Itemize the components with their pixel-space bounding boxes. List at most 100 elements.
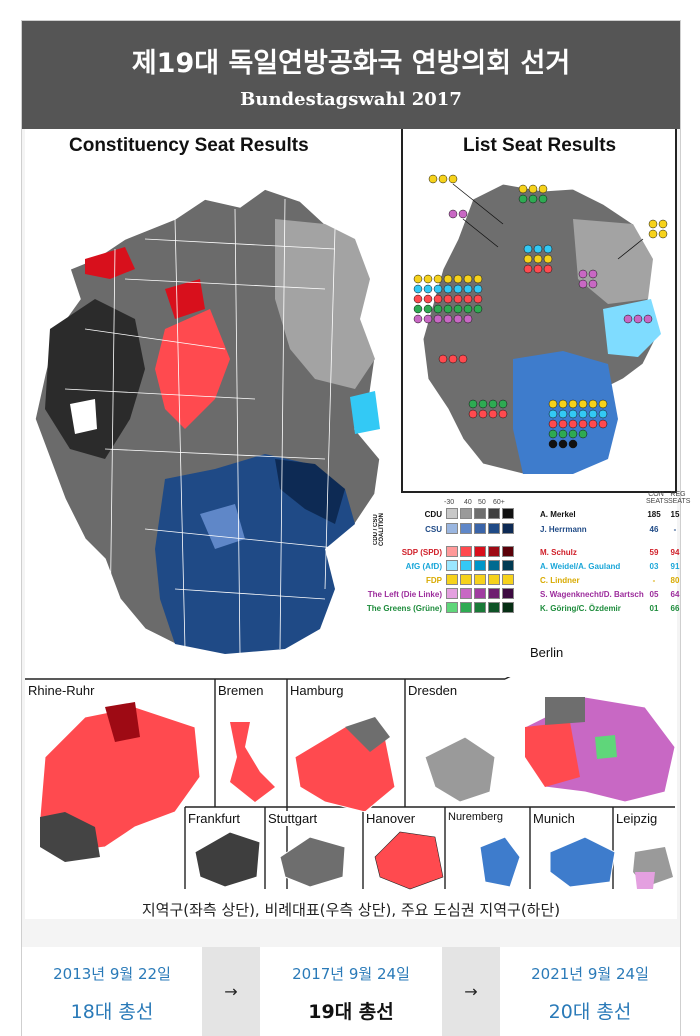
current-election-date[interactable]: 2017년 9월 24일 bbox=[292, 965, 410, 983]
legend-swatch bbox=[488, 508, 500, 519]
legend-swatch bbox=[474, 523, 486, 534]
city-label-bremen: Bremen bbox=[216, 683, 266, 698]
hanover-map bbox=[374, 831, 444, 890]
seat-dots bbox=[413, 174, 668, 449]
city-dividers bbox=[25, 677, 675, 889]
legend-swatch bbox=[446, 574, 458, 585]
legend-row: FDP C. Lindner - 80 bbox=[370, 573, 680, 587]
arrow-icon: → bbox=[442, 947, 500, 1036]
west-dark-region bbox=[45, 299, 145, 459]
title-german: Bundestagswahl 2017 bbox=[240, 89, 462, 110]
map-caption: 지역구(좌측 상단), 비례대표(우측 상단), 주요 도심권 지역구(하단) bbox=[141, 901, 561, 919]
rhine-ruhr-dark bbox=[40, 812, 100, 862]
legend-leader: A. Merkel bbox=[540, 510, 576, 519]
legend-swatch bbox=[488, 523, 500, 534]
legend-col-reg: REG SEATS bbox=[668, 491, 691, 505]
legend-row: CSU J. Herrmann 46 - bbox=[370, 522, 680, 536]
next-election-date[interactable]: 2021년 9월 24일 bbox=[531, 965, 649, 983]
next-election-link[interactable]: 20대 총선 bbox=[548, 1001, 632, 1023]
legend-party-name: The Left (Die Linke) bbox=[367, 590, 442, 599]
legend-swatch bbox=[446, 602, 458, 613]
leader-lines bbox=[452, 183, 644, 260]
legend-leader: S. Wagenknecht/D. Bartsch bbox=[540, 590, 644, 599]
city-label-stuttgart: Stuttgart bbox=[266, 811, 320, 826]
legend-leader: J. Herrmann bbox=[540, 525, 587, 534]
legend-swatch bbox=[446, 508, 458, 519]
legend-reg-seats: 94 bbox=[670, 548, 680, 557]
legend-swatch bbox=[502, 574, 514, 585]
city-label-dresden: Dresden bbox=[406, 683, 460, 698]
infobox-frame: 제19대 독일연방공화국 연방의회 선거 Bundestagswahl 2017… bbox=[21, 20, 690, 1036]
legend-swatch bbox=[502, 546, 514, 557]
legend-scale-label: 50 bbox=[478, 499, 486, 506]
legend-swatch bbox=[460, 546, 472, 557]
legend-swatch bbox=[474, 508, 486, 519]
prev-election-link[interactable]: 18대 총선 bbox=[70, 1001, 154, 1023]
legend-reg-seats: 80 bbox=[670, 576, 680, 585]
nuremberg-map bbox=[479, 836, 521, 888]
legend-reg-seats: 91 bbox=[670, 562, 680, 571]
legend-swatch bbox=[474, 560, 486, 571]
legend-swatch bbox=[446, 560, 458, 571]
prev-election-date[interactable]: 2013년 9월 22일 bbox=[53, 965, 171, 983]
legend-reg-seats: - bbox=[673, 525, 677, 534]
legend-swatch bbox=[460, 588, 472, 599]
legend-con-seats: 01 bbox=[649, 604, 659, 613]
legend-leader: A. Weidel/A. Gauland bbox=[540, 562, 621, 571]
legend-col-con: CON SEATS bbox=[646, 491, 669, 505]
legend-scale-label: -30 bbox=[444, 499, 455, 506]
legend-party-name: AfG (AfD) bbox=[405, 562, 442, 571]
legend-row: The Greens (Grüne) K. Göring/C. Özdemir 01… bbox=[366, 601, 680, 615]
legend-row: AfG (AfD) A. Weidel/A. Gauland 03 91 bbox=[370, 559, 680, 573]
title-korean: 제19대 독일연방공화국 연방의회 선거 bbox=[131, 48, 571, 79]
next-election[interactable]: 2021년 9월 24일 20대 총선 bbox=[500, 947, 680, 1036]
munich-map bbox=[549, 836, 616, 888]
city-label-frankfurt: Frankfurt bbox=[186, 811, 243, 826]
legend-party-name: The Greens (Grüne) bbox=[366, 604, 442, 613]
header: 제19대 독일연방공화국 연방의회 선거 Bundestagswahl 2017 bbox=[22, 21, 680, 129]
legend-swatch bbox=[502, 523, 514, 534]
stuttgart-map bbox=[279, 836, 346, 888]
city-label-nuremberg: Nuremberg bbox=[446, 811, 506, 823]
legend-leader: M. Schulz bbox=[540, 548, 577, 557]
legend-swatch bbox=[488, 560, 500, 571]
legend-swatch bbox=[502, 560, 514, 571]
current-election-label: 19대 총선 bbox=[308, 1001, 394, 1023]
legend-swatch bbox=[460, 574, 472, 585]
legend-con-seats: 03 bbox=[649, 562, 659, 571]
legend-reg-seats: 15 bbox=[670, 510, 680, 519]
legend-swatch bbox=[502, 508, 514, 519]
election-timeline: 2013년 9월 22일 18대 총선 → 2017년 9월 24일 19대 총… bbox=[22, 947, 680, 1036]
west-white-gap bbox=[70, 399, 97, 434]
legend-scale-label: 60+ bbox=[493, 499, 505, 506]
spd-central-region bbox=[155, 309, 230, 429]
legend-swatch bbox=[474, 588, 486, 599]
legend-swatch bbox=[460, 560, 472, 571]
prev-election[interactable]: 2013년 9월 22일 18대 총선 bbox=[22, 947, 202, 1036]
legend-swatch bbox=[488, 546, 500, 557]
legend-party-name: FDP bbox=[426, 576, 442, 585]
list-map: List Seat Results bbox=[413, 135, 668, 475]
city-label-hanover: Hanover bbox=[364, 811, 418, 826]
legend-row: SDP (SPD) M. Schulz 59 94 bbox=[370, 545, 680, 559]
bremen-map bbox=[230, 722, 275, 802]
legend-party-name: SDP (SPD) bbox=[401, 548, 442, 557]
frankfurt-map bbox=[194, 831, 261, 888]
legend-swatch bbox=[460, 508, 472, 519]
district-lines bbox=[64, 198, 346, 655]
cities-panel bbox=[25, 677, 676, 890]
constituency-map: Constituency Seat Results bbox=[34, 135, 381, 655]
legend-leader: K. Göring/C. Özdemir bbox=[540, 604, 621, 613]
city-label-rhine-ruhr: Rhine-Ruhr bbox=[26, 683, 97, 698]
legend-swatch bbox=[474, 602, 486, 613]
city-label-hamburg: Hamburg bbox=[288, 683, 346, 698]
city-label-leipzig: Leipzig bbox=[614, 811, 660, 826]
legend-reg-seats: 66 bbox=[670, 604, 680, 613]
city-label-munich: Munich bbox=[531, 811, 577, 826]
legend-party-name: CSU bbox=[425, 525, 442, 534]
legend-reg-seats: 64 bbox=[670, 590, 680, 599]
city-label-berlin: Berlin bbox=[528, 645, 566, 660]
legend-con-seats: 46 bbox=[649, 525, 659, 534]
list-saxony bbox=[603, 299, 661, 357]
legend-con-seats: 59 bbox=[649, 548, 659, 557]
